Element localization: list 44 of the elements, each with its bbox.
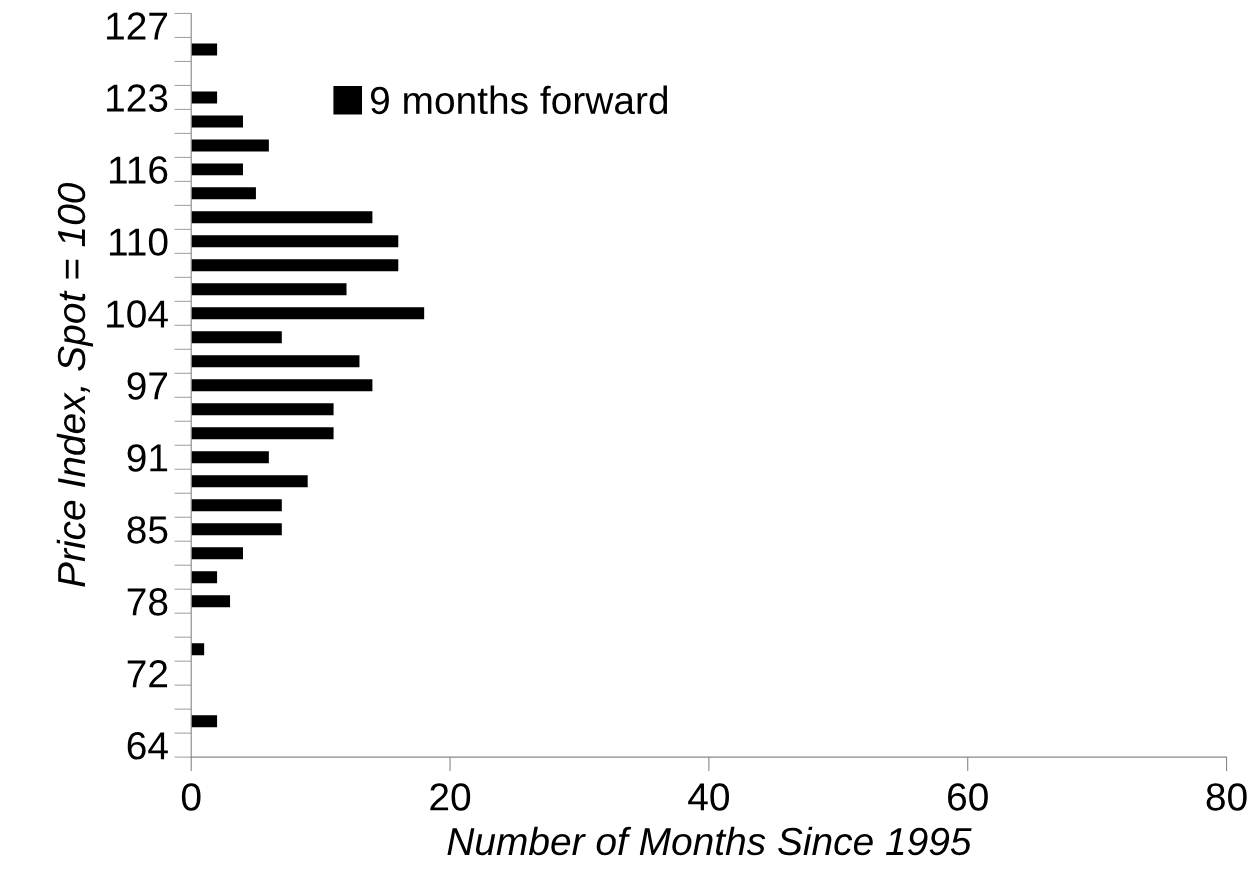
y-tick-label: 116 — [109, 156, 168, 184]
bar — [191, 211, 373, 224]
bar — [191, 139, 269, 152]
bar — [191, 715, 218, 728]
bar — [191, 475, 308, 488]
bar — [191, 187, 256, 200]
bar — [191, 451, 269, 464]
bar — [191, 643, 205, 656]
bar — [191, 259, 399, 272]
bar — [191, 235, 399, 248]
y-tick-label: 91 — [127, 444, 168, 472]
bar — [191, 427, 334, 440]
x-tick-label: 80 — [1206, 783, 1247, 811]
bar — [191, 115, 243, 128]
bar — [191, 307, 425, 320]
x-tick-label: 40 — [688, 783, 729, 811]
bar — [191, 331, 282, 344]
bar — [191, 571, 218, 584]
bar — [191, 163, 243, 176]
bar — [191, 499, 282, 512]
y-tick-label: 110 — [109, 228, 168, 256]
bar — [191, 403, 334, 416]
bar — [191, 523, 282, 536]
x-tick-label: 0 — [181, 783, 201, 811]
bar — [191, 355, 360, 368]
bar — [191, 283, 347, 296]
x-axis-title: Number of Months Since 1995 — [447, 826, 972, 856]
y-tick-label: 72 — [127, 660, 168, 688]
bar — [191, 91, 218, 104]
y-tick-label: 78 — [127, 588, 168, 616]
bar — [191, 43, 218, 56]
x-tick-label: 60 — [948, 783, 988, 811]
y-tick-label: 64 — [127, 732, 168, 760]
y-tick-label: 85 — [127, 516, 168, 544]
legend-label: 9 months forward — [370, 85, 668, 115]
y-tick-label: 97 — [127, 372, 168, 400]
y-axis-title: Price Index, Spot = 100 — [56, 182, 94, 587]
bar — [191, 547, 243, 560]
y-tick-label: 104 — [107, 300, 168, 328]
y-tick-label: 123 — [107, 84, 168, 112]
bar — [191, 595, 231, 608]
bar — [191, 379, 373, 392]
x-tick-label: 20 — [430, 783, 471, 811]
y-tick-label: 127 — [107, 12, 168, 40]
